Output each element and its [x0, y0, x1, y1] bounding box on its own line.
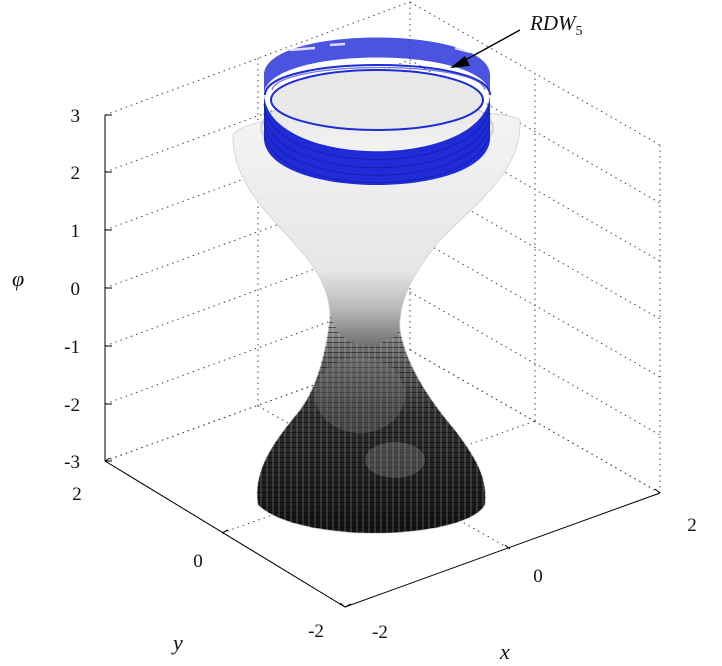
annotation-subscript: 5 — [576, 24, 583, 39]
y-tick-labels: 2 0 -2 — [72, 484, 324, 642]
rdw-ring — [263, 37, 491, 185]
y-tick-label: 0 — [193, 551, 203, 572]
y-axis-label: y — [171, 630, 183, 655]
x-tick-label: -2 — [372, 622, 388, 643]
x-axis-label: x — [499, 639, 510, 664]
axes-box — [104, 114, 661, 608]
z-tick-label: 2 — [71, 163, 81, 184]
annotation-arrow-head — [450, 56, 470, 68]
annotation-base: RDW — [529, 11, 578, 35]
y-tick-label: -2 — [308, 621, 324, 642]
z-tick-labels: 3 2 1 0 -1 -2 -3 — [64, 106, 80, 473]
z-tick-label: -2 — [64, 395, 80, 416]
z-tick-label: -1 — [64, 337, 80, 358]
annotation-label: RDW5 — [529, 11, 583, 39]
z-tick-label: -3 — [64, 452, 80, 473]
z-axis-label: φ — [12, 266, 24, 291]
y-tick-label: 2 — [72, 484, 82, 505]
z-tick-label: 1 — [71, 221, 81, 242]
ring-annotation: RDW5 — [450, 11, 583, 68]
x-tick-label: 0 — [533, 566, 543, 587]
z-tick-label: 0 — [71, 279, 81, 300]
annotation-arrow-shaft — [457, 29, 521, 65]
x-tick-label: 2 — [687, 515, 697, 536]
z-tick-label: 3 — [71, 106, 81, 127]
x-tick-labels: -2 0 2 — [372, 515, 697, 643]
